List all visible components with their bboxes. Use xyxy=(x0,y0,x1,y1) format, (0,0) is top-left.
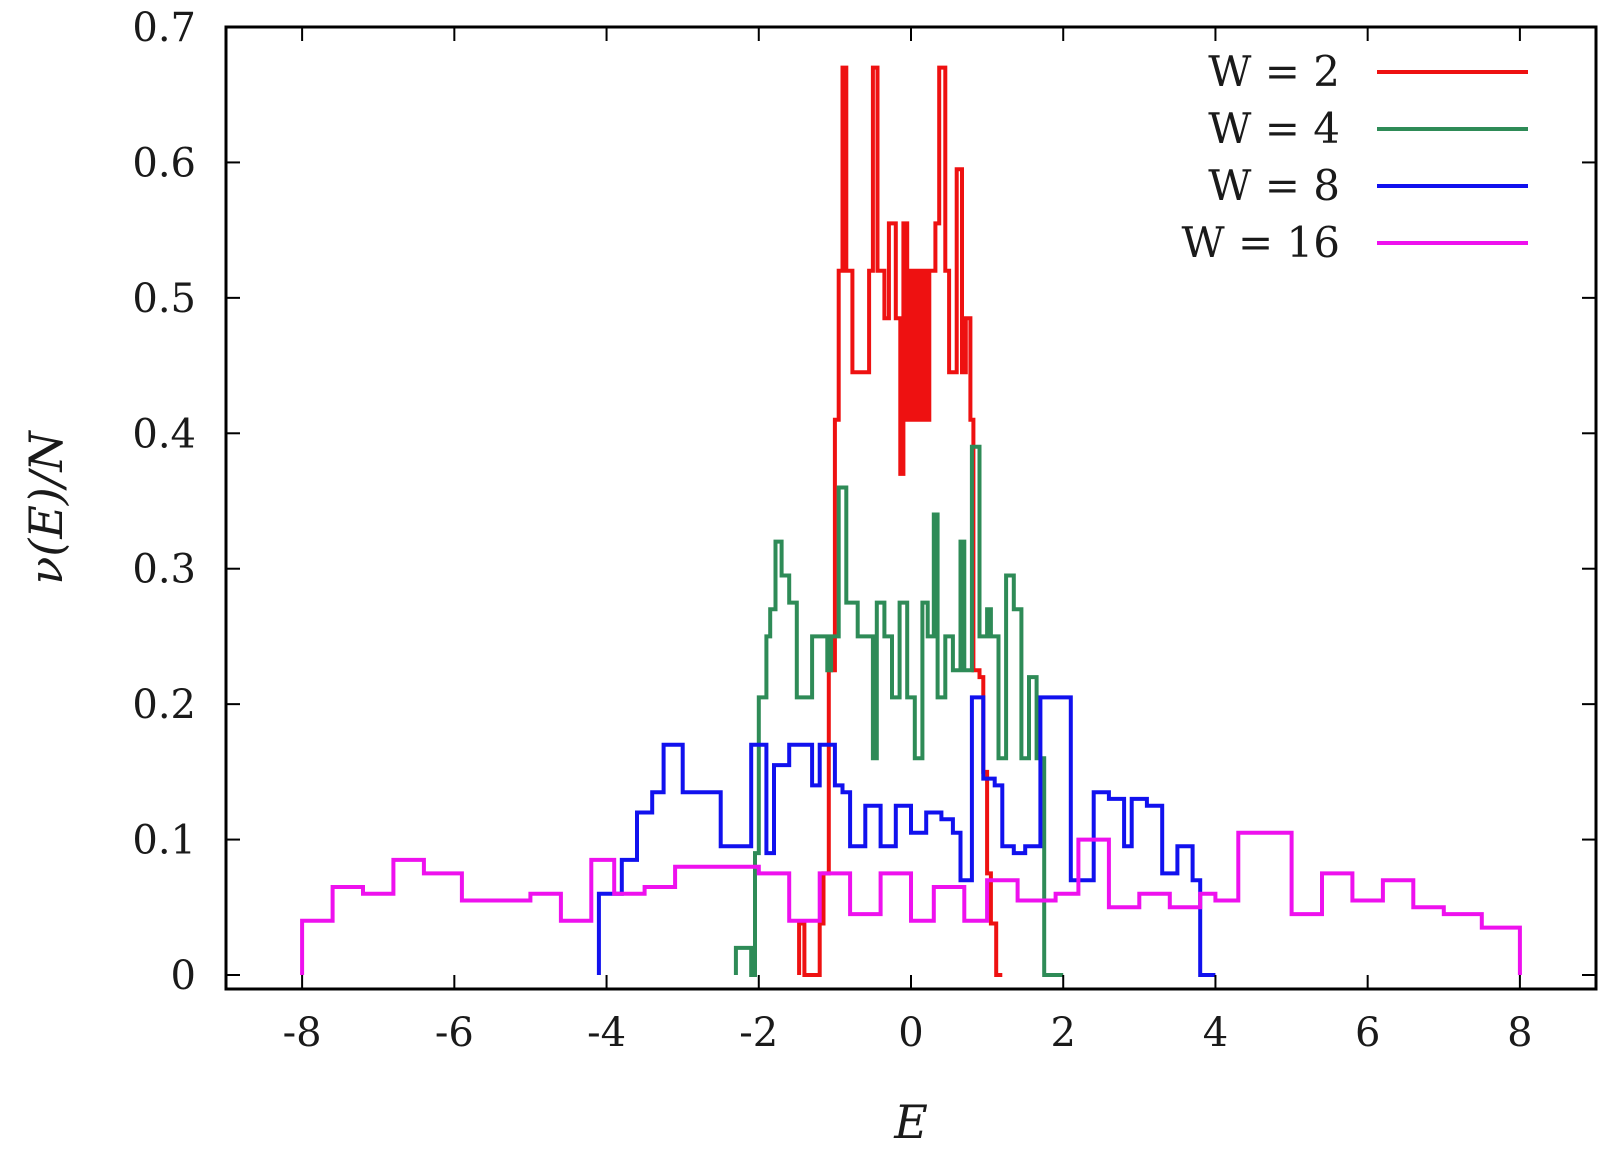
y-axis-title: ν(E)/N xyxy=(19,430,73,585)
x-tick-label: 2 xyxy=(1050,1010,1075,1056)
legend-label: W = 2 xyxy=(1208,47,1340,96)
x-tick-label: 6 xyxy=(1355,1010,1380,1056)
plot-curves xyxy=(300,65,1522,977)
y-tick-label: 0.1 xyxy=(132,818,196,864)
legend-label: W = 8 xyxy=(1208,161,1340,210)
series-line-3 xyxy=(596,695,1216,977)
y-tick-label: 0.7 xyxy=(132,5,196,51)
x-axis-title: E xyxy=(893,1095,928,1149)
series-line-2 xyxy=(733,444,1064,977)
x-tick-label: 4 xyxy=(1203,1010,1228,1056)
y-tick-label: 0.5 xyxy=(132,276,196,322)
series-line-4 xyxy=(300,830,1522,975)
legend: W = 2 W = 4 W = 8 W = 16 xyxy=(1181,47,1528,267)
x-tick-label: -2 xyxy=(739,1010,778,1056)
series-line-1 xyxy=(797,65,1003,977)
legend-label: W = 4 xyxy=(1208,104,1340,153)
x-tick-label: 8 xyxy=(1507,1010,1532,1056)
x-tick-label: -6 xyxy=(435,1010,474,1056)
plot-frame xyxy=(224,25,1598,991)
y-tick-label: 0.6 xyxy=(132,140,196,186)
axes: -8 -6 -4 -2 0 2 4 6 8 0 0.1 0.2 0.3 0.4 0.5 0.6 0.7 xyxy=(132,5,1596,1056)
y-tick-label: 0.4 xyxy=(132,411,196,457)
legend-label: W = 16 xyxy=(1181,218,1340,267)
x-tick-label: -8 xyxy=(283,1010,322,1056)
y-tick-label: 0 xyxy=(171,953,196,999)
y-tick-label: 0.2 xyxy=(132,682,196,728)
x-tick-label: -4 xyxy=(587,1010,626,1056)
x-tick-label: 0 xyxy=(898,1010,923,1056)
y-tick-label: 0.3 xyxy=(132,547,196,593)
